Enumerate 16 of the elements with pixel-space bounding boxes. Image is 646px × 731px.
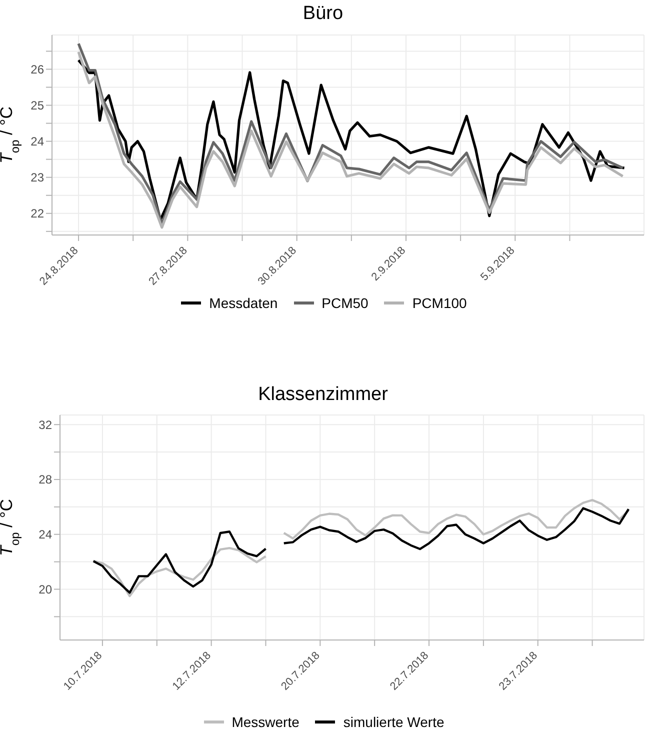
y-tick-label: 26 xyxy=(30,62,44,76)
y-tick-label: 28 xyxy=(38,472,52,487)
y-tick-label: 25 xyxy=(30,98,44,113)
chart-title: Büro xyxy=(302,2,344,26)
legend-label: Messwerte xyxy=(232,714,300,730)
chart-title: Klassenzimmer xyxy=(257,383,389,407)
legend-label: simulierte Werte xyxy=(343,714,444,730)
y-tick-label: 23 xyxy=(30,170,44,185)
y-tick-label: 32 xyxy=(38,418,52,432)
legend-label: PCM100 xyxy=(412,295,467,311)
y-tick-label: 22 xyxy=(30,206,44,221)
legend-label: PCM50 xyxy=(322,295,368,311)
y-tick-label: 24 xyxy=(30,134,44,149)
y-tick-label: 24 xyxy=(38,528,52,542)
y-tick-label: 20 xyxy=(38,582,52,596)
legend-label: Messdaten xyxy=(209,295,278,311)
